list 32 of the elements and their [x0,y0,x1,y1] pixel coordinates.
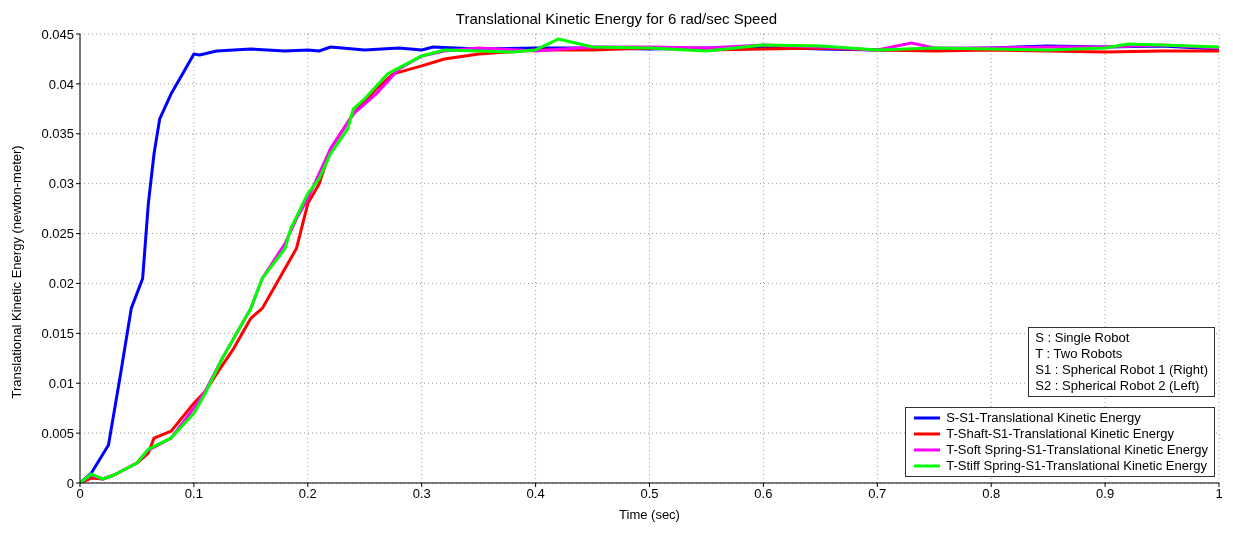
y-tick-label: 0.04 [48,76,74,92]
x-tick-label: 0.9 [1096,486,1115,502]
y-tick-label: 0.01 [48,375,74,391]
legend-label: S-S1-Translational Kinetic Energy [946,410,1141,426]
y-tick-label: 0.025 [41,226,74,242]
x-tick-label: 0.6 [754,486,773,502]
y-tick-label: 0.045 [41,26,74,42]
x-tick-label: 0.5 [640,486,659,502]
y-tick-label: 0.035 [41,126,74,142]
annotation: S2 : Spherical Robot 2 (Left) [1035,378,1201,394]
y-tick-label: 0.03 [48,176,74,192]
x-tick-label: 0.1 [184,486,203,502]
legend-label: T-Stiff Spring-S1-Translational Kinetic Energy [946,458,1208,474]
annotation: S : Single Robot [1035,330,1131,346]
y-tick-label: 0.015 [41,325,74,341]
x-tick-label: 0.3 [412,486,431,502]
annotation: T : Two Robots [1035,346,1124,362]
x-tick-label: 1 [1215,486,1223,502]
y-tick-label: 0 [66,475,74,491]
x-tick-label: 0.7 [868,486,887,502]
legend-label: T-Soft Spring-S1-Translational Kinetic Energy [946,442,1208,458]
y-tick-label: 0.02 [48,276,74,292]
chart-title: Translational Kinetic Energy for 6 rad/sec Speed [454,10,779,27]
x-tick-label: 0 [76,486,84,502]
annotation: S1 : Spherical Robot 1 (Right) [1035,362,1208,378]
legend-label: T-Shaft-S1-Translational Kinetic Energy [946,426,1175,442]
x-tick-label: 0.8 [982,486,1001,502]
x-axis-title: Time (sec) [619,507,680,522]
y-tick-label: 0.005 [41,425,74,441]
x-tick-label: 0.2 [298,486,317,502]
y-axis-title: Translational Kinetic Energy (newton-meter) [8,145,24,399]
x-tick-label: 0.4 [526,486,545,502]
